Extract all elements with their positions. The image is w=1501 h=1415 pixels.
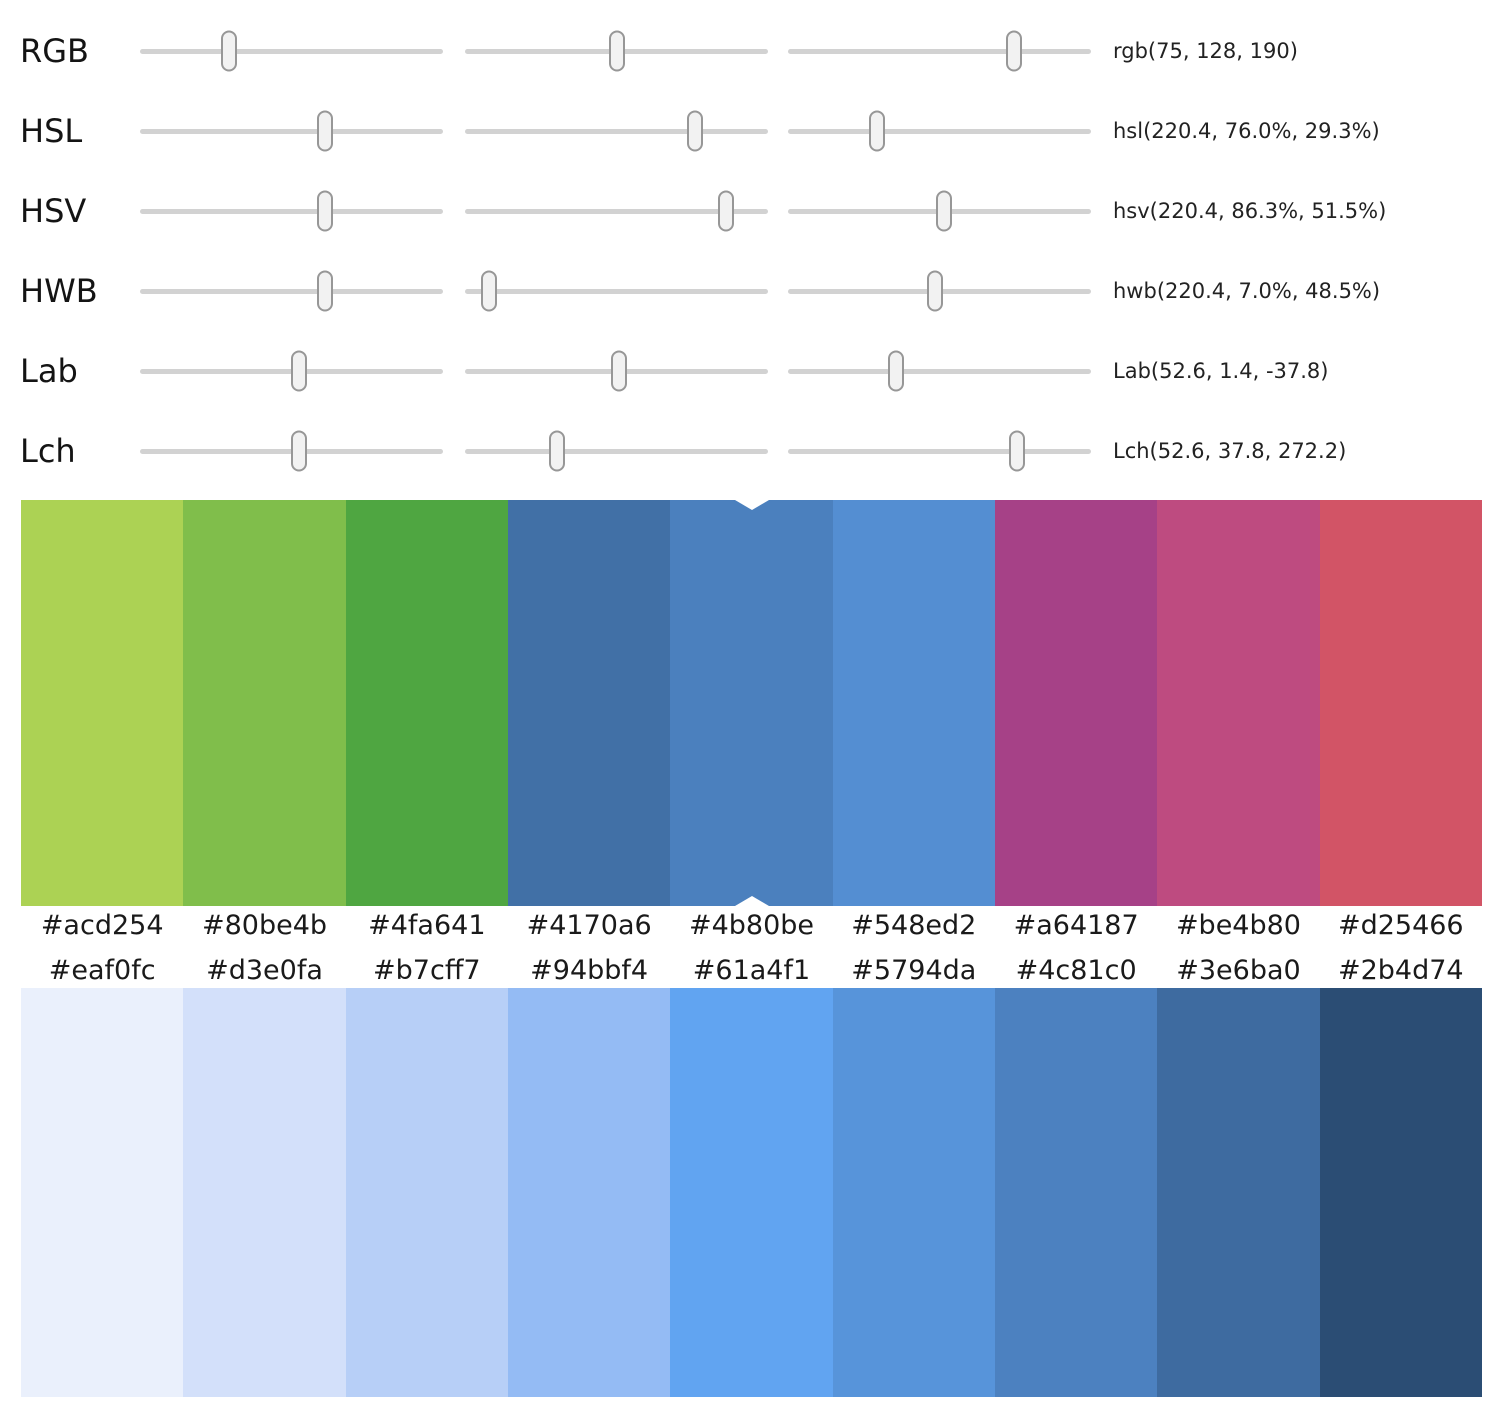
hex-code-label: #3e6ba0 <box>1176 955 1301 986</box>
palette-swatch[interactable] <box>507 500 671 906</box>
hex-code-label: #61a4f1 <box>692 955 811 986</box>
colorspace-label: HWB <box>20 272 98 310</box>
slider-thumb[interactable] <box>868 110 885 152</box>
slider-track[interactable] <box>788 270 1091 312</box>
palette-swatch[interactable] <box>1157 988 1320 1397</box>
palette-swatch[interactable] <box>994 500 1158 906</box>
slider-track[interactable] <box>140 350 443 392</box>
slider-row: Lab Lab(52.6, 1.4, -37.8) <box>0 350 1501 392</box>
hex-labels-bottom: #eaf0fc #d3e0fa #b7cff7 #94bbf4 #61a4f1 #5794… <box>21 953 1482 989</box>
hex-code-label: #4170a6 <box>526 910 652 941</box>
slider-thumb[interactable] <box>548 430 565 472</box>
slider-thumb[interactable] <box>936 190 953 232</box>
slider-thumb[interactable] <box>317 190 334 232</box>
scale-palette-bottom <box>21 988 1482 1397</box>
palette-swatch[interactable] <box>21 988 184 1397</box>
palette-swatch[interactable] <box>183 988 346 1397</box>
hex-code-label: #94bbf4 <box>530 955 649 986</box>
slider-row: HSL hsl(220.4, 76.0%, 29.3%) <box>0 110 1501 152</box>
color-value-text: Lch(52.6, 37.8, 272.2) <box>1113 439 1347 463</box>
slider-track[interactable] <box>788 350 1091 392</box>
slider-thumb[interactable] <box>887 350 904 392</box>
color-value-text: hsl(220.4, 76.0%, 29.3%) <box>1113 119 1380 143</box>
slider-track[interactable] <box>140 270 443 312</box>
slider-track[interactable] <box>465 30 768 72</box>
slider-thumb[interactable] <box>291 350 308 392</box>
palette-swatch[interactable] <box>832 988 995 1397</box>
palette-swatch[interactable] <box>1319 500 1482 906</box>
hex-code-label: #4fa641 <box>368 910 486 941</box>
slider-thumb[interactable] <box>221 30 238 72</box>
colorspace-label: HSL <box>20 112 83 150</box>
slider-track[interactable] <box>140 110 443 152</box>
selected-marker-bottom-icon <box>734 896 769 906</box>
slider-track[interactable] <box>788 30 1091 72</box>
color-value-text: rgb(75, 128, 190) <box>1113 39 1298 63</box>
slider-track[interactable] <box>465 270 768 312</box>
slider-thumb[interactable] <box>926 270 943 312</box>
color-value-text: Lab(52.6, 1.4, -37.8) <box>1113 359 1329 383</box>
palette-swatch[interactable] <box>1157 500 1320 906</box>
slider-thumb[interactable] <box>317 110 334 152</box>
slider-track[interactable] <box>140 190 443 232</box>
slider-track[interactable] <box>788 110 1091 152</box>
slider-thumb[interactable] <box>687 110 704 152</box>
color-value-text: hsv(220.4, 86.3%, 51.5%) <box>1113 199 1387 223</box>
hex-code-label: #acd254 <box>40 910 164 941</box>
palette-swatch[interactable] <box>994 988 1158 1397</box>
hex-code-label: #80be4b <box>201 910 328 941</box>
palette-swatch[interactable] <box>507 988 671 1397</box>
slider-row: HWB hwb(220.4, 7.0%, 48.5%) <box>0 270 1501 312</box>
palette-swatch[interactable] <box>832 500 995 906</box>
hex-code-label: #548ed2 <box>851 910 977 941</box>
hex-code-label: #4c81c0 <box>1015 955 1137 986</box>
slider-thumb[interactable] <box>609 30 626 72</box>
slider-thumb[interactable] <box>1005 30 1022 72</box>
hex-code-label: #2b4d74 <box>1337 955 1464 986</box>
palette-swatch[interactable] <box>1319 988 1482 1397</box>
color-value-text: hwb(220.4, 7.0%, 48.5%) <box>1113 279 1381 303</box>
slider-track[interactable] <box>465 110 768 152</box>
slider-thumb[interactable] <box>481 270 498 312</box>
slider-track[interactable] <box>140 30 443 72</box>
slider-thumb[interactable] <box>610 350 627 392</box>
hex-code-label: #d25466 <box>1337 910 1464 941</box>
hex-code-label: #a64187 <box>1013 910 1139 941</box>
colorspace-label: HSV <box>20 192 87 230</box>
slider-track[interactable] <box>788 430 1091 472</box>
slider-row: HSV hsv(220.4, 86.3%, 51.5%) <box>0 190 1501 232</box>
slider-track[interactable] <box>465 350 768 392</box>
colorspace-label: RGB <box>20 32 89 70</box>
colorspace-label: Lch <box>20 432 76 470</box>
palette-swatch[interactable] <box>183 500 346 906</box>
palette-swatch[interactable] <box>345 500 508 906</box>
slider-thumb[interactable] <box>1009 430 1026 472</box>
palette-swatch[interactable] <box>345 988 508 1397</box>
slider-thumb[interactable] <box>317 270 334 312</box>
hex-code-label: #b7cff7 <box>373 955 481 986</box>
scale-palette-top <box>21 500 1482 906</box>
hex-code-label: #4b80be <box>688 910 814 941</box>
selected-marker-top-icon <box>734 500 769 510</box>
hex-code-label: #eaf0fc <box>48 955 156 986</box>
slider-row: RGB rgb(75, 128, 190) <box>0 30 1501 72</box>
hex-code-label: #d3e0fa <box>206 955 323 986</box>
hex-labels-top: #acd254 #80be4b #4fa641 #4170a6 #4b80be #548e… <box>21 908 1482 944</box>
palette-swatch[interactable] <box>670 500 833 906</box>
slider-track[interactable] <box>140 430 443 472</box>
palette-swatch[interactable] <box>670 988 833 1397</box>
slider-thumb[interactable] <box>718 190 735 232</box>
slider-track[interactable] <box>788 190 1091 232</box>
hex-code-label: #5794da <box>851 955 977 986</box>
colorspace-label: Lab <box>20 352 78 390</box>
slider-track[interactable] <box>465 430 768 472</box>
palette-swatch[interactable] <box>21 500 184 906</box>
hex-code-label: #be4b80 <box>1175 910 1301 941</box>
slider-track[interactable] <box>465 190 768 232</box>
slider-row: Lch Lch(52.6, 37.8, 272.2) <box>0 430 1501 472</box>
slider-thumb[interactable] <box>291 430 308 472</box>
